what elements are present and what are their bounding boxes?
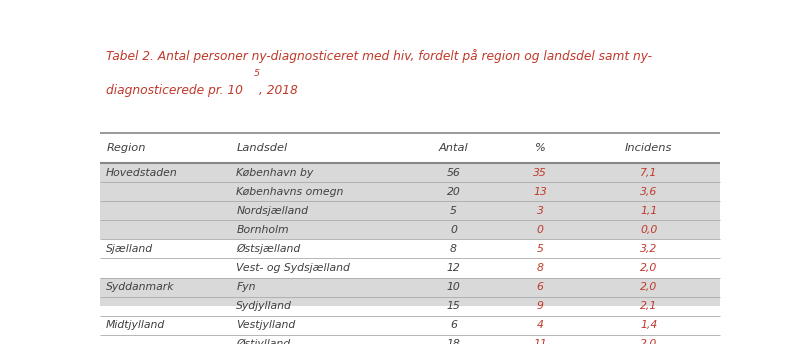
Text: 9: 9 xyxy=(537,301,544,311)
Text: 4: 4 xyxy=(537,320,544,330)
Text: %: % xyxy=(535,143,546,153)
Text: 0,0: 0,0 xyxy=(640,225,658,235)
Text: Københavns omegn: Københavns omegn xyxy=(237,187,344,197)
Text: 8: 8 xyxy=(450,244,457,254)
Text: Nordsjælland: Nordsjælland xyxy=(237,206,308,216)
Text: 13: 13 xyxy=(534,187,547,197)
Text: Midtjylland: Midtjylland xyxy=(106,320,166,330)
Text: 18: 18 xyxy=(446,339,460,344)
Text: 2,1: 2,1 xyxy=(640,301,658,311)
Text: 2,0: 2,0 xyxy=(640,263,658,273)
Text: 0: 0 xyxy=(450,225,457,235)
Text: 56: 56 xyxy=(446,168,460,178)
Text: 1,1: 1,1 xyxy=(640,206,658,216)
Text: 10: 10 xyxy=(446,282,460,292)
Text: Vest- og Sydsjælland: Vest- og Sydsjælland xyxy=(237,263,350,273)
Text: 8: 8 xyxy=(537,263,544,273)
Text: Antal: Antal xyxy=(438,143,468,153)
Text: , 2018: , 2018 xyxy=(258,84,298,97)
Text: Bornholm: Bornholm xyxy=(237,225,289,235)
Text: 2,0: 2,0 xyxy=(640,282,658,292)
Text: diagnosticerede pr. 10: diagnosticerede pr. 10 xyxy=(106,84,243,97)
Text: 15: 15 xyxy=(446,301,460,311)
Text: Hovedstaden: Hovedstaden xyxy=(106,168,178,178)
Bar xyxy=(100,221,720,239)
Text: 3,2: 3,2 xyxy=(640,244,658,254)
Text: 5: 5 xyxy=(450,206,457,216)
Text: 5: 5 xyxy=(537,244,544,254)
Text: Fyn: Fyn xyxy=(237,282,256,292)
Text: Sjælland: Sjælland xyxy=(106,244,154,254)
Text: Østsjælland: Østsjælland xyxy=(237,244,301,254)
Text: Region: Region xyxy=(106,143,146,153)
Text: 3,6: 3,6 xyxy=(640,187,658,197)
Text: Vestjylland: Vestjylland xyxy=(237,320,296,330)
Bar xyxy=(100,182,720,201)
Text: 20: 20 xyxy=(446,187,460,197)
Text: 1,4: 1,4 xyxy=(640,320,658,330)
Text: 2,0: 2,0 xyxy=(640,339,658,344)
Text: Tabel 2. Antal personer ny-diagnosticeret med hiv, fordelt på region og landsdel: Tabel 2. Antal personer ny-diagnosticere… xyxy=(106,49,652,63)
Text: Sydjylland: Sydjylland xyxy=(237,301,292,311)
Text: Incidens: Incidens xyxy=(625,143,672,153)
Text: 11: 11 xyxy=(534,339,547,344)
Text: 6: 6 xyxy=(537,282,544,292)
Text: 0: 0 xyxy=(537,225,544,235)
Bar xyxy=(100,163,720,182)
Text: 6: 6 xyxy=(450,320,457,330)
Bar xyxy=(100,297,720,316)
Text: 3: 3 xyxy=(537,206,544,216)
Text: København by: København by xyxy=(237,168,314,178)
Text: 12: 12 xyxy=(446,263,460,273)
Text: Landsdel: Landsdel xyxy=(237,143,287,153)
Text: Syddanmark: Syddanmark xyxy=(106,282,174,292)
Bar xyxy=(100,278,720,297)
Text: 7,1: 7,1 xyxy=(640,168,658,178)
Text: 35: 35 xyxy=(534,168,547,178)
Text: Østjylland: Østjylland xyxy=(237,339,290,344)
Bar xyxy=(100,201,720,221)
Text: 5: 5 xyxy=(254,69,260,78)
